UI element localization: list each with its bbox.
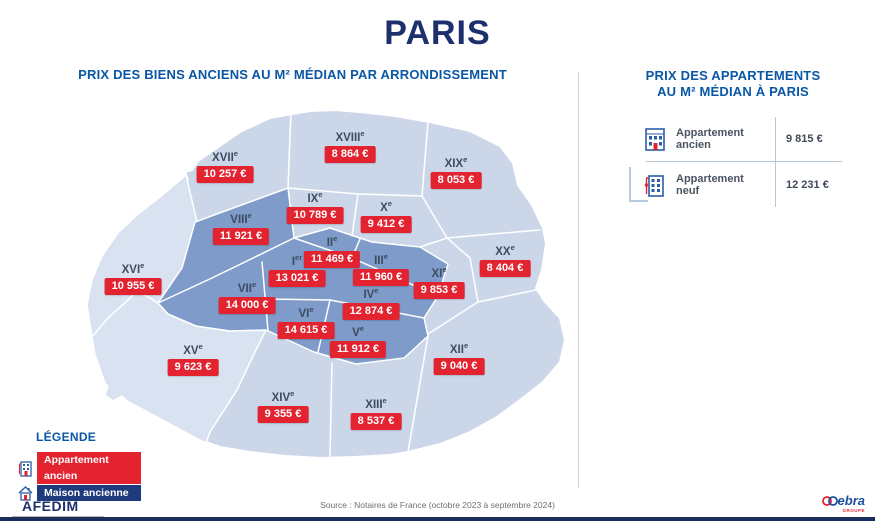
arrondissement-price-tag: 12 874 €: [342, 302, 400, 320]
arrondissement-name: IIIe: [374, 252, 388, 267]
arrondissement-label-group: XIIIe 8 537 €: [350, 395, 402, 430]
arrondissement-label-group: XIXe 8 053 €: [430, 154, 482, 189]
arrondissement-label-group: XVIIIe 8 864 €: [324, 128, 376, 163]
arrondissement-name: IXe: [307, 190, 323, 205]
arrondissement-label-group: XVe 9 623 €: [167, 341, 219, 376]
arrondissement-name: VIIIe: [230, 211, 252, 226]
panel-heading-line1: PRIX DES APPARTEMENTS: [645, 68, 821, 83]
page-title: PARIS: [384, 14, 491, 52]
arrondissement-label-group: XVIIe 10 257 €: [196, 148, 254, 183]
cebra-logo-mark: [821, 496, 838, 506]
arrondissement-label-group: VIIIe 11 921 €: [212, 210, 270, 245]
arrondissement-label-group: VIIe 14 000 €: [218, 279, 276, 314]
arrondissement-name: XVIIIe: [335, 129, 365, 144]
arrondissement-label-group: Ve 11 912 €: [329, 323, 387, 358]
section-divider: [578, 72, 579, 488]
arrondissement-price-tag: 14 615 €: [277, 321, 335, 339]
legend-heading: LÉGENDE: [36, 430, 97, 444]
afedim-logo: AFEDIM: [22, 498, 79, 514]
arrondissement-label-group: IXe 10 789 €: [286, 189, 344, 224]
arrondissement-label-group: XIe 9 853 €: [413, 264, 465, 299]
arrondissement-name: XVIIe: [212, 149, 238, 164]
arrondissement-name: XVIe: [121, 261, 145, 276]
arrondissement-price-tag: 14 000 €: [218, 296, 276, 314]
arrondissement-price-tag: 9 853 €: [413, 281, 465, 299]
arrondissement-name: Ier: [291, 253, 303, 268]
panel-row-label: Appartement neuf: [676, 173, 744, 197]
arrondissement-price-tag: 10 955 €: [104, 277, 162, 295]
arrondissement-price-tag: 8 537 €: [350, 412, 402, 430]
arrondissement-name: Xe: [380, 199, 392, 214]
arrondissement-price-tag: 11 921 €: [212, 227, 270, 245]
arrondissement-price-tag: 11 960 €: [352, 268, 410, 286]
arrondissement-name: IVe: [363, 286, 379, 301]
source-text: Source : Notaires de France (octobre 202…: [320, 500, 555, 510]
house-icon: [18, 486, 33, 501]
panel-row-neuf: Appartement neuf 12 231 €: [628, 163, 860, 207]
legend-item-maison: Maison ancienne: [17, 484, 141, 501]
bottom-accent-bar: [0, 517, 875, 521]
arrondissement-label-group: XXe 8 404 €: [479, 242, 531, 277]
arrondissement-price-tag: 8 864 €: [324, 145, 376, 163]
arrondissement-price-tag: 11 912 €: [329, 340, 387, 358]
legend-label-appartement: Appartement ancien: [37, 452, 141, 484]
arrondissement-name: XIIIe: [365, 396, 387, 411]
arrondissement-label-group: IIIe 11 960 €: [352, 251, 410, 286]
panel-column-divider: [775, 117, 776, 207]
arrondissement-label-group: Ier 13 021 €: [268, 252, 326, 287]
panel-row-ancien: Appartement ancien 9 815 €: [628, 117, 860, 161]
arrondissement-price-tag: 9 412 €: [360, 215, 412, 233]
arrondissement-price-tag: 9 040 €: [433, 357, 485, 375]
panel-corner-bracket: [629, 167, 648, 202]
arrondissement-name: Ve: [352, 324, 364, 339]
apartment-icon: [19, 460, 32, 477]
arrondissement-label-group: VIe 14 615 €: [277, 304, 335, 339]
legend: LÉGENDE Appartement ancien: [17, 430, 141, 501]
arrondissement-price-tag: 13 021 €: [268, 269, 326, 287]
legend-item-appartement: Appartement ancien: [17, 452, 141, 484]
new-apartment-building-icon: [644, 175, 664, 197]
cebra-logo-subtext: GROUPE: [842, 508, 865, 513]
arrondissement-price-tag: 10 789 €: [286, 206, 344, 224]
arrondissement-name: XIXe: [444, 155, 468, 170]
map-section-heading: PRIX DES BIENS ANCIENS AU M² MÉDIAN PAR …: [78, 67, 507, 82]
arrondissement-price-tag: 8 404 €: [479, 259, 531, 277]
arrondissement-label-group: XIIe 9 040 €: [433, 340, 485, 375]
panel-row-price: 9 815 €: [786, 133, 823, 145]
afedim-logo-underline: [12, 516, 104, 517]
panel-row-divider: [646, 161, 842, 162]
panel-row-label: Appartement ancien: [676, 127, 744, 151]
arrondissement-name: IIe: [326, 234, 338, 249]
arrondissement-name: XVe: [183, 342, 203, 357]
arrondissement-price-tag: 9 623 €: [167, 358, 219, 376]
legend-label-maison: Maison ancienne: [37, 484, 141, 501]
arrondissement-name: VIIe: [237, 280, 257, 295]
arrondissement-name: VIe: [298, 305, 314, 320]
arrondissement-name: XXe: [495, 243, 515, 258]
panel-heading: PRIX DES APPARTEMENTS AU M² MÉDIAN À PAR…: [618, 68, 848, 100]
arrondissement-price-tag: 9 355 €: [257, 405, 309, 423]
panel-heading-line2: AU M² MÉDIAN À PARIS: [657, 84, 809, 99]
old-apartment-building-icon: [645, 128, 665, 151]
arrondissement-label-group: XIVe 9 355 €: [257, 388, 309, 423]
arrondissement-label-group: IVe 12 874 €: [342, 285, 400, 320]
panel-row-price: 12 231 €: [786, 179, 829, 191]
arrondissement-price-tag: 8 053 €: [430, 171, 482, 189]
arrondissement-name: XIIe: [449, 341, 469, 356]
arrondissement-name: XIVe: [271, 389, 295, 404]
arrondissement-label-group: XVIe 10 955 €: [104, 260, 162, 295]
cebra-logo: ebra GROUPE: [803, 494, 865, 513]
arrondissement-label-group: Xe 9 412 €: [360, 198, 412, 233]
cebra-logo-text: ebra: [837, 493, 865, 508]
arrondissement-name: XIe: [431, 265, 447, 280]
price-panel: Appartement ancien 9 815 € Appartement n…: [628, 112, 860, 212]
arrondissement-price-tag: 10 257 €: [196, 165, 254, 183]
arrondissement-label-group: IIe 11 469 €: [303, 233, 361, 268]
arrondissement-price-tag: 11 469 €: [303, 250, 361, 268]
